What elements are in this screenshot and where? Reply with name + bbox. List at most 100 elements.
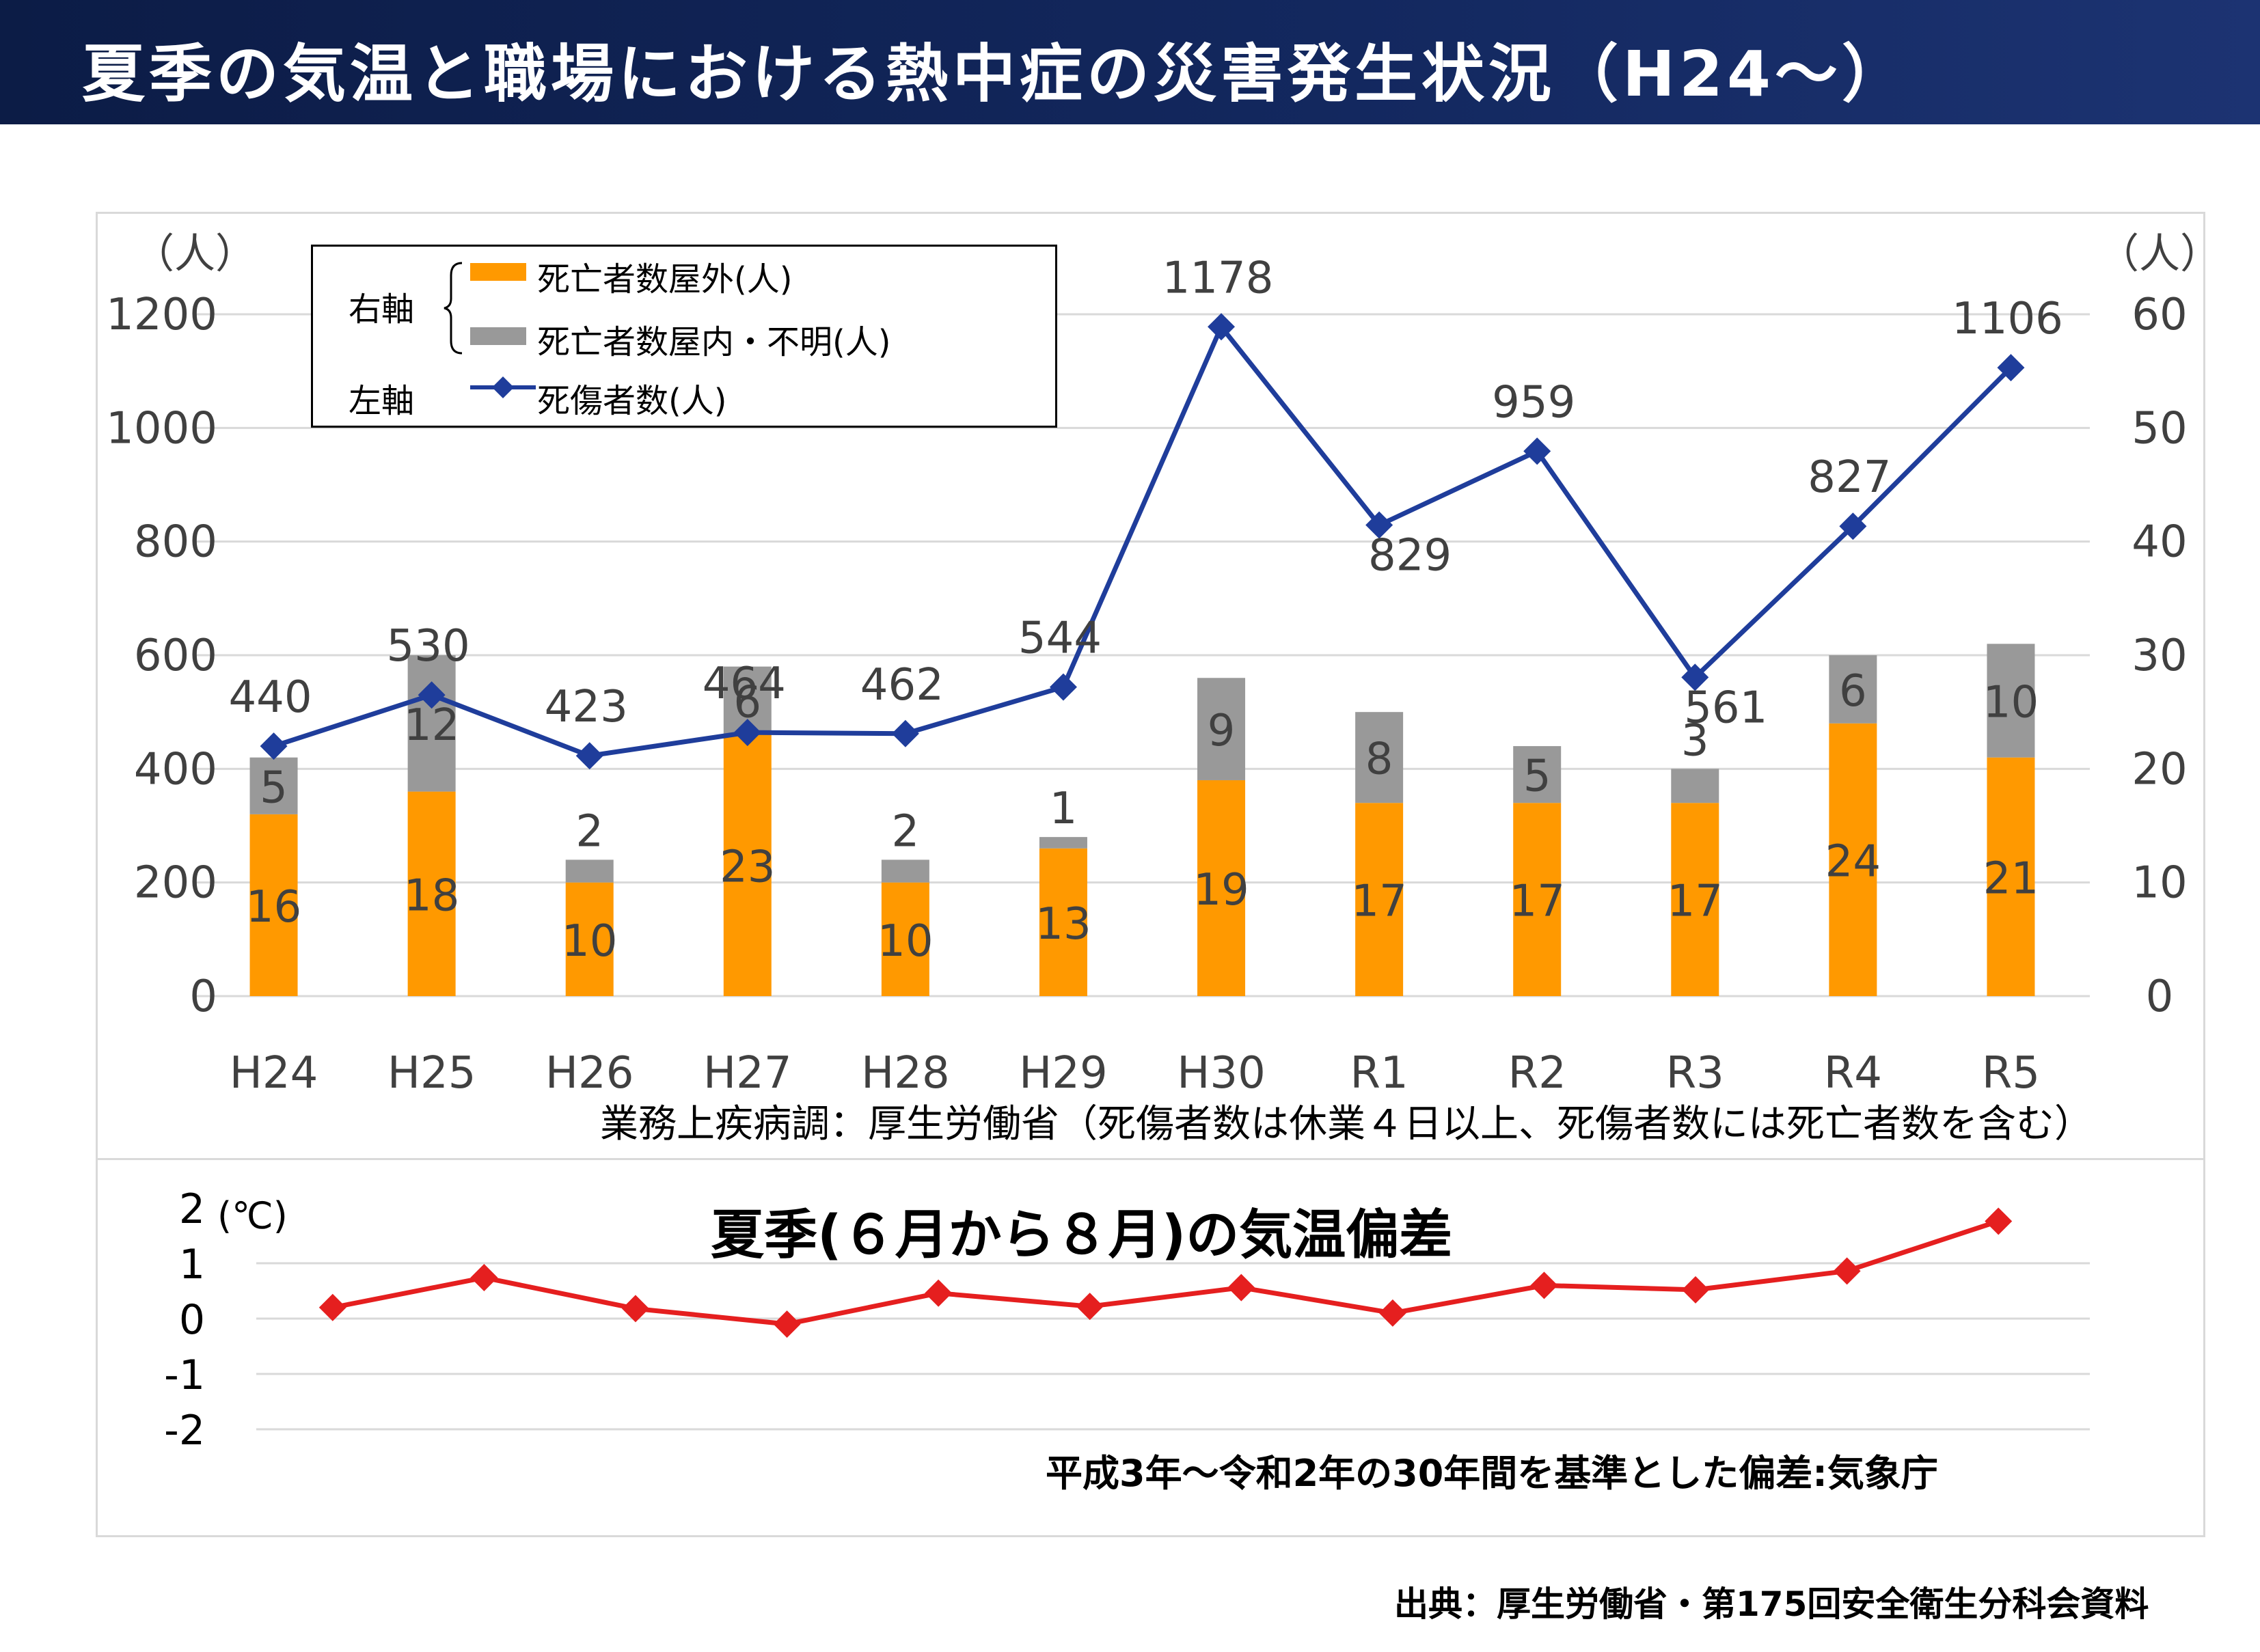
casualties-marker <box>1208 313 1236 341</box>
temp-chart-title: 夏季(６月から８月)の気温偏差 <box>711 1204 1453 1266</box>
temp-marker <box>1985 1207 2013 1235</box>
bar-outdoor <box>1197 780 1246 996</box>
left-axis-unit: （人） <box>133 230 256 278</box>
source-note-temp: 平成3年～令和2年の30年間を基準とした偏差:気象庁 <box>1046 1452 1938 1495</box>
bar-indoor-data-label: 8 <box>1365 734 1393 785</box>
legend-swatch-indoor <box>470 327 526 345</box>
bar-indoor <box>1829 655 1877 724</box>
bar-indoor <box>1987 644 2035 758</box>
temp-marker <box>1682 1276 1710 1304</box>
legend-line-marker-icon <box>470 376 536 398</box>
category-label: R3 <box>1666 1048 1724 1099</box>
left-axis-tick-label: 400 <box>134 744 217 795</box>
temp-marker <box>1076 1293 1104 1321</box>
temp-axis-tick-label: 1 <box>179 1241 205 1289</box>
temp-axis-tick-label: 0 <box>179 1296 205 1344</box>
title-bar: 夏季の気温と職場における熱中症の災害発生状況（H24～） <box>0 0 2260 124</box>
temp-axis-tick-label: -1 <box>164 1351 205 1399</box>
bar-outdoor-data-label: 10 <box>562 916 617 967</box>
temp-marker <box>1378 1299 1406 1327</box>
bar-outdoor-data-label: 13 <box>1035 899 1091 950</box>
right-axis-tick-label: 10 <box>2132 858 2187 909</box>
casualties-marker <box>418 681 446 709</box>
bar-indoor <box>565 859 614 883</box>
left-axis-tick-label: 200 <box>134 858 217 909</box>
category-label: H30 <box>1177 1048 1266 1099</box>
category-label: R4 <box>1824 1048 1882 1099</box>
right-axis-tick-label: 0 <box>2146 972 2174 1022</box>
casualties-marker <box>575 742 603 770</box>
casualties-data-label: 462 <box>860 660 944 711</box>
main-chart: 0 200 400 600 800 1000 1200 0 10 20 30 40 50 60 （人） （人）… <box>106 230 2221 1099</box>
chart-legend: 右軸 死亡者数屋外(人) 死亡者数屋内・不明(人) 左軸 死傷者数(人) <box>311 245 1057 428</box>
temp-marker <box>1227 1274 1255 1302</box>
bar-indoor <box>1671 769 1719 803</box>
legend-label-outdoor: 死亡者数屋外(人) <box>537 260 793 299</box>
category-label: H26 <box>545 1048 634 1099</box>
casualties-data-label: 544 <box>1018 614 1102 664</box>
casualties-data-label: 423 <box>545 682 628 732</box>
bar-outdoor <box>1671 803 1719 996</box>
bar-outdoor <box>723 734 772 996</box>
right-axis-tick-label: 40 <box>2132 517 2187 568</box>
bar-outdoor <box>1513 803 1562 996</box>
casualties-data-label: 464 <box>703 659 786 709</box>
temp-marker <box>1530 1271 1558 1299</box>
temp-marker <box>318 1293 346 1321</box>
bar-outdoor <box>881 882 929 996</box>
category-label: R5 <box>1982 1048 2040 1099</box>
bar-outdoor-data-label: 18 <box>404 870 459 921</box>
temp-line <box>332 1219 2000 1327</box>
temp-axis-tick-label: 2 <box>179 1185 205 1233</box>
bar-outdoor <box>565 882 614 996</box>
left-axis-tick-label: 1000 <box>106 403 217 454</box>
casualties-marker <box>1049 673 1077 701</box>
left-axis-tick-label: 0 <box>189 972 217 1022</box>
bar-outdoor-data-label: 16 <box>246 882 301 933</box>
bar-indoor-data-label: 9 <box>1208 706 1236 756</box>
frame-divider <box>96 1158 2205 1160</box>
bar-outdoor <box>249 814 298 996</box>
bar-indoor-data-label: 1 <box>1050 784 1078 834</box>
left-axis-tick-label: 800 <box>134 517 217 568</box>
bar-outdoor <box>1987 757 2035 996</box>
bar-indoor-data-label: 2 <box>892 806 920 857</box>
left-axis-tick-label: 600 <box>134 631 217 681</box>
casualties-marker <box>260 732 288 760</box>
right-axis-unit: （人） <box>2098 230 2221 278</box>
category-label: H29 <box>1019 1048 1108 1099</box>
legend-right-axis-label: 右軸 <box>349 290 415 329</box>
category-label: R1 <box>1350 1048 1408 1099</box>
right-axis-tick-label: 50 <box>2132 403 2187 454</box>
category-label: H24 <box>230 1048 318 1099</box>
chart-frame <box>96 212 2205 1537</box>
footer-source: 出典：厚生労働省・第175回安全衛生分科会資料 <box>1394 1584 2149 1624</box>
category-label: H25 <box>387 1048 476 1099</box>
temp-marker <box>1833 1257 1861 1285</box>
casualties-marker <box>1523 437 1551 465</box>
bar-indoor <box>1039 837 1087 849</box>
legend-label-casualties: 死傷者数(人) <box>537 382 727 420</box>
right-axis-tick-label: 30 <box>2132 631 2187 681</box>
bar-outdoor <box>1829 723 1877 996</box>
casualties-data-label: 1106 <box>1952 294 2063 344</box>
left-axis-tick-label: 1200 <box>106 290 217 340</box>
casualties-marker <box>1997 354 2025 382</box>
temp-axis-tick-label: -2 <box>164 1407 205 1455</box>
right-axis-tick-label: 20 <box>2132 744 2187 795</box>
category-label: R2 <box>1508 1048 1566 1099</box>
bar-indoor-data-label: 10 <box>1983 678 2039 728</box>
bar-outdoor-data-label: 19 <box>1193 865 1249 916</box>
bar-outdoor-data-label: 24 <box>1825 836 1881 887</box>
bar-indoor-data-label: 5 <box>1523 752 1551 802</box>
legend-swatch-outdoor <box>470 263 526 281</box>
legend-left-axis-label: 左軸 <box>349 382 415 420</box>
casualties-line <box>273 324 2013 758</box>
casualties-data-label: 561 <box>1684 683 1767 733</box>
bar-outdoor <box>1355 803 1404 996</box>
bar-outdoor <box>407 791 456 996</box>
bar-indoor <box>881 859 929 883</box>
temp-marker <box>925 1279 953 1307</box>
bar-outdoor <box>1039 848 1087 996</box>
